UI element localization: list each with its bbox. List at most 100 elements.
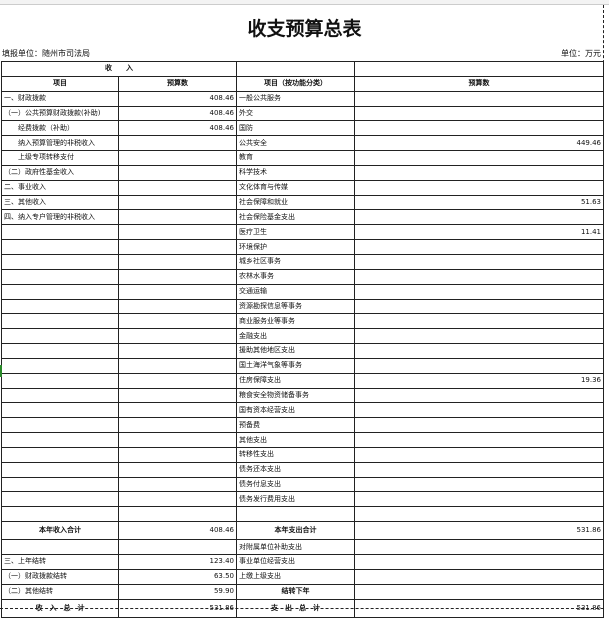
cell-c[interactable]: 文化体育与传媒 xyxy=(236,179,355,196)
cell-c[interactable]: 国土海洋气象等事务 xyxy=(236,357,355,374)
cell-d[interactable] xyxy=(354,105,604,122)
cell-d[interactable] xyxy=(354,476,604,493)
cell-a[interactable]: （二）政府性基金收入 xyxy=(1,164,119,181)
cell-b[interactable] xyxy=(118,253,237,270)
cell-d[interactable] xyxy=(354,417,604,434)
cell-c[interactable]: 教育 xyxy=(236,150,355,166)
cell-c[interactable]: 债务还本支出 xyxy=(236,461,355,478)
cell-b[interactable]: 59.90 xyxy=(118,583,237,600)
cell-d[interactable] xyxy=(354,554,604,570)
cell-d[interactable]: 449.46 xyxy=(354,135,604,152)
cell-a[interactable] xyxy=(1,372,119,389)
cell-d[interactable] xyxy=(354,253,604,270)
cell-a[interactable] xyxy=(1,268,119,285)
cell-d[interactable] xyxy=(354,313,604,330)
cell-a[interactable]: 上级专项转移支付 xyxy=(1,150,119,166)
cell-d[interactable] xyxy=(354,179,604,196)
cell-a[interactable]: （二）其他结转 xyxy=(1,583,119,600)
cell-c[interactable]: 住房保障支出 xyxy=(236,372,355,389)
cell-b[interactable] xyxy=(118,135,237,152)
cell-c[interactable]: 一般公共服务 xyxy=(236,90,355,107)
cell-b[interactable]: 63.50 xyxy=(118,568,237,585)
cell-d[interactable] xyxy=(354,568,604,585)
cell-b[interactable] xyxy=(118,417,237,434)
cell-b[interactable] xyxy=(118,343,237,359)
cell-b[interactable] xyxy=(118,476,237,493)
cell-a[interactable] xyxy=(1,417,119,434)
cell-c[interactable]: 债务发行费用支出 xyxy=(236,491,355,508)
cell-c[interactable]: 外交 xyxy=(236,105,355,122)
cell-b[interactable] xyxy=(118,313,237,330)
cell-d[interactable] xyxy=(354,90,604,107)
cell-b[interactable] xyxy=(118,150,237,166)
cell-a[interactable] xyxy=(1,343,119,359)
cell-d[interactable] xyxy=(354,491,604,508)
cell-b[interactable] xyxy=(118,209,237,226)
cell-c[interactable]: 债务付息支出 xyxy=(236,476,355,493)
cell-c[interactable] xyxy=(236,506,355,523)
cell-c[interactable]: 对附属单位补助支出 xyxy=(236,539,355,555)
cell-a[interactable] xyxy=(1,432,119,448)
cell-d[interactable] xyxy=(354,150,604,166)
cell-b[interactable]: 408.46 xyxy=(118,90,237,107)
cell-c[interactable]: 环境保护 xyxy=(236,239,355,255)
cell-d[interactable] xyxy=(354,239,604,255)
cell-a[interactable] xyxy=(1,313,119,330)
cell-d[interactable] xyxy=(354,387,604,404)
cell-b[interactable]: 408.46 xyxy=(118,105,237,122)
cell-c[interactable]: 上缴上级支出 xyxy=(236,568,355,585)
cell-b[interactable] xyxy=(118,179,237,196)
cell-c[interactable]: 粮食安全物资储备事务 xyxy=(236,387,355,404)
cell-a[interactable]: 三、上年结转 xyxy=(1,554,119,570)
cell-a[interactable] xyxy=(1,461,119,478)
cell-b[interactable] xyxy=(118,446,237,463)
cell-a[interactable]: 四、纳入专户管理的非税收入 xyxy=(1,209,119,226)
cell-a[interactable] xyxy=(1,539,119,555)
cell-d[interactable] xyxy=(354,298,604,315)
cell-b[interactable] xyxy=(118,461,237,478)
cell-d[interactable] xyxy=(354,328,604,345)
cell-d[interactable] xyxy=(354,120,604,137)
cell-d[interactable]: 531.86 xyxy=(354,521,604,541)
cell-b[interactable] xyxy=(118,539,237,555)
cell-b[interactable] xyxy=(118,372,237,389)
cell-a[interactable] xyxy=(1,506,119,523)
cell-d[interactable] xyxy=(354,506,604,523)
cell-c[interactable]: 事业单位经营支出 xyxy=(236,554,355,570)
cell-a[interactable] xyxy=(1,283,119,300)
cell-d[interactable] xyxy=(354,268,604,285)
cell-c[interactable]: 医疗卫生 xyxy=(236,224,355,241)
cell-b[interactable]: 408.46 xyxy=(118,521,237,541)
cell-a[interactable]: （一）公共预算财政拨款(补助) xyxy=(1,105,119,122)
cell-a[interactable] xyxy=(1,224,119,241)
cell-b[interactable] xyxy=(118,224,237,241)
cell-d[interactable]: 19.36 xyxy=(354,372,604,389)
cell-c[interactable]: 结转下年 xyxy=(236,583,355,600)
cell-c[interactable]: 国防 xyxy=(236,120,355,137)
cell-b[interactable] xyxy=(118,298,237,315)
cell-a[interactable] xyxy=(1,491,119,508)
cell-c[interactable]: 公共安全 xyxy=(236,135,355,152)
cell-a[interactable] xyxy=(1,239,119,255)
cell-a[interactable] xyxy=(1,476,119,493)
cell-b[interactable] xyxy=(118,402,237,419)
cell-d[interactable] xyxy=(354,583,604,600)
cell-d[interactable] xyxy=(354,461,604,478)
cell-c[interactable]: 资源勘探信息等事务 xyxy=(236,298,355,315)
cell-d[interactable] xyxy=(354,357,604,374)
cell-a[interactable] xyxy=(1,328,119,345)
cell-d[interactable] xyxy=(354,283,604,300)
cell-d[interactable] xyxy=(354,539,604,555)
cell-b[interactable] xyxy=(118,268,237,285)
cell-d[interactable] xyxy=(354,446,604,463)
cell-b[interactable] xyxy=(118,164,237,181)
cell-a[interactable]: 一、财政拨款 xyxy=(1,90,119,107)
cell-c[interactable]: 国有资本经营支出 xyxy=(236,402,355,419)
cell-a[interactable] xyxy=(1,253,119,270)
cell-c[interactable]: 社会保险基金支出 xyxy=(236,209,355,226)
cell-a[interactable]: 纳入预算管理的非税收入 xyxy=(1,135,119,152)
cell-d[interactable]: 51.63 xyxy=(354,194,604,211)
cell-a[interactable]: （一）财政拨款结转 xyxy=(1,568,119,585)
cell-c[interactable]: 交通运输 xyxy=(236,283,355,300)
cell-b[interactable] xyxy=(118,328,237,345)
